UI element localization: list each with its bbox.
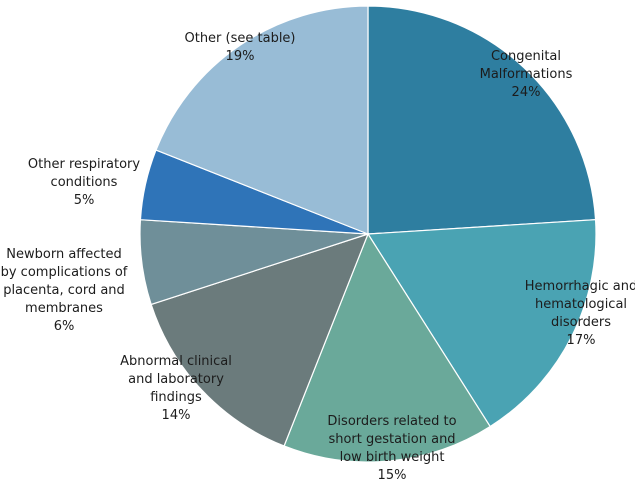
slice-label: Congenital Malformations 24% (480, 49, 573, 100)
slice-value-label: 6% (54, 319, 75, 334)
slice-label-line: placenta, cord and (3, 283, 125, 298)
slice-label-line: conditions (51, 175, 118, 190)
slice-value-label: 19% (226, 49, 255, 64)
slice-label-line: Hemorrhagic and (525, 279, 635, 294)
slice-label-line: Other (see table) (184, 31, 295, 46)
slice-label-line: Congenital (491, 49, 561, 64)
slice-label: Abnormal clinical and laboratory findings 1… (120, 354, 232, 423)
slice-value-label: 24% (512, 85, 541, 100)
slice-label-line: Abnormal clinical (120, 354, 232, 369)
slice-label: Disorders related to short gestation and l… (327, 414, 456, 483)
pie-slice (283, 232, 491, 463)
pie-slice (155, 5, 369, 235)
slice-label-line: Disorders related to (327, 414, 456, 429)
slice-value-label: 5% (74, 193, 95, 208)
slice-label: Hemorrhagic and hematological disorders 17% (525, 279, 635, 348)
slice-label-line: short gestation and (328, 432, 455, 447)
slice-label-line: Newborn affected (6, 247, 121, 262)
slice-value-label: 17% (567, 333, 596, 348)
slice-label-line: by complications of (1, 265, 128, 280)
slice-value-label: 15% (378, 468, 407, 483)
slice-label-line: membranes (25, 301, 103, 316)
slice-label: Other respiratory conditions 5% (28, 157, 140, 208)
slice-value-label: 14% (162, 408, 191, 423)
slice-label-line: findings (150, 390, 202, 405)
slice-label-line: disorders (551, 315, 611, 330)
pie-slice (366, 219, 597, 428)
slice-label-line: low birth weight (340, 450, 445, 465)
slice-label: Other (see table) 19% (184, 31, 295, 64)
slice-label: Newborn affected by complications of place… (1, 247, 128, 334)
slice-label-line: Malformations (480, 67, 573, 82)
slice-label-line: hematological (535, 297, 627, 312)
slice-label-line: Other respiratory (28, 157, 140, 172)
slice-label-line: and laboratory (128, 372, 224, 387)
pie-slice (367, 5, 597, 235)
